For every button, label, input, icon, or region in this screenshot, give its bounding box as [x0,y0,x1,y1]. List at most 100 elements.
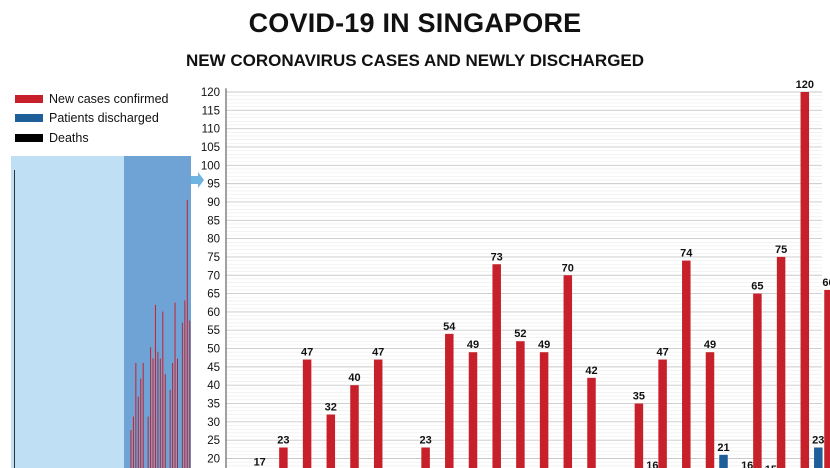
legend-label-new-cases: New cases confirmed [49,91,169,106]
y-tick-label: 40 [207,380,220,392]
overview-bar [169,389,171,468]
y-tick-label: 80 [207,234,220,246]
bar-new-cases [468,352,478,468]
bar-new-cases [516,341,525,468]
data-label-new-cases: 35 [633,391,645,403]
y-tick-label: 120 [201,87,220,99]
y-tick-label: 75 [207,252,220,264]
legend-swatch-discharged [15,114,43,123]
chart-title: COVID-19 IN SINGAPORE [248,8,582,38]
bar-new-cases [350,385,359,468]
y-tick-label: 30 [207,417,220,429]
data-label-new-cases: 32 [325,402,337,414]
overview-bar [177,358,178,468]
bar-new-cases [326,414,336,468]
overview-bar [159,358,161,468]
data-label-new-cases: 49 [538,339,550,351]
y-tick-label: 25 [207,435,220,447]
overview-bar [152,358,154,468]
bar-new-cases [373,359,383,468]
legend-item-discharged: Patients discharged [15,109,169,129]
overview-axis [14,170,15,468]
bar-new-cases [753,293,762,468]
overview-bar [142,362,144,468]
legend-item-new-cases: New cases confirmed [15,89,169,109]
data-label-discharged: 16 [646,460,658,468]
y-tick-label: 70 [207,270,220,282]
overview-bars [14,170,191,468]
legend-swatch-new-cases [15,94,43,103]
bar-new-cases [705,352,715,468]
overview-bar [147,416,149,468]
y-tick-label: 105 [201,142,220,154]
overview-bar [157,351,159,468]
bar-new-cases [302,359,312,468]
data-label-new-cases: 65 [751,281,763,293]
overview-bar [181,322,183,468]
overview-bar [174,302,176,468]
data-label-new-cases: 49 [467,339,479,351]
y-tick-label: 95 [207,179,220,191]
overview-bar [172,362,174,468]
overview-bar [130,430,132,468]
data-label-new-cases: 70 [562,262,574,274]
overview-bar [164,374,166,468]
data-label-discharged: 23 [812,435,824,447]
y-tick-label: 110 [202,124,220,136]
bar-new-cases [445,333,454,468]
data-label-new-cases: 47 [301,347,313,359]
y-tick-label: 90 [207,197,220,209]
data-label-discharged: 21 [717,442,729,454]
y-tick-label: 20 [207,454,220,466]
arrow-right-icon [191,172,204,188]
y-tick-label: 85 [207,215,220,227]
legend: New cases confirmed Patients discharged … [15,89,169,148]
data-label-new-cases: 66 [822,277,830,289]
bar-new-cases [658,359,667,468]
overview-bar [137,396,139,468]
bar-new-cases [279,447,288,468]
y-tick-label: 60 [207,307,220,319]
legend-swatch-deaths [15,133,43,142]
y-tick-label: 115 [202,105,220,117]
bar-new-cases [824,289,830,468]
data-label-new-cases: 42 [585,365,597,377]
data-label-new-cases: 54 [443,321,456,333]
bar-new-cases [563,275,573,468]
overview-bar [162,311,164,468]
y-tick-label: 45 [207,362,220,374]
data-label-new-cases: 75 [775,244,787,256]
data-label-new-cases: 23 [419,435,431,447]
data-label-new-cases: 73 [491,251,503,263]
data-label-new-cases: 17 [254,456,266,468]
overview-bar [189,320,191,468]
data-label-discharged: 16 [741,460,753,468]
y-tick-label: 55 [207,325,220,337]
data-label-new-cases: 23 [277,435,289,447]
legend-label-deaths: Deaths [49,130,89,145]
bar-new-cases [634,403,644,468]
bar-new-cases [539,352,549,468]
bar-new-cases [492,264,501,468]
bar-new-cases [421,447,430,468]
y-tick-label: 35 [207,399,220,411]
legend-label-discharged: Patients discharged [49,111,159,126]
overview-bar [186,199,188,468]
bar-new-cases [587,377,596,468]
bar-new-cases [800,92,810,468]
data-label-new-cases: 52 [514,328,526,340]
data-label-new-cases: 47 [656,347,668,359]
overview-bar [154,304,156,468]
data-label-new-cases: 120 [796,79,814,91]
y-tick-label: 65 [207,289,220,301]
data-label-new-cases: 40 [348,372,360,384]
legend-item-deaths: Deaths [15,128,169,148]
overview-bar [150,347,152,468]
bar-discharged [719,454,728,468]
overview-bar [184,300,186,468]
data-label-new-cases: 74 [680,248,693,260]
overview-bar [135,362,137,468]
overview-bar [140,378,142,468]
y-tick-label: 100 [201,160,220,172]
